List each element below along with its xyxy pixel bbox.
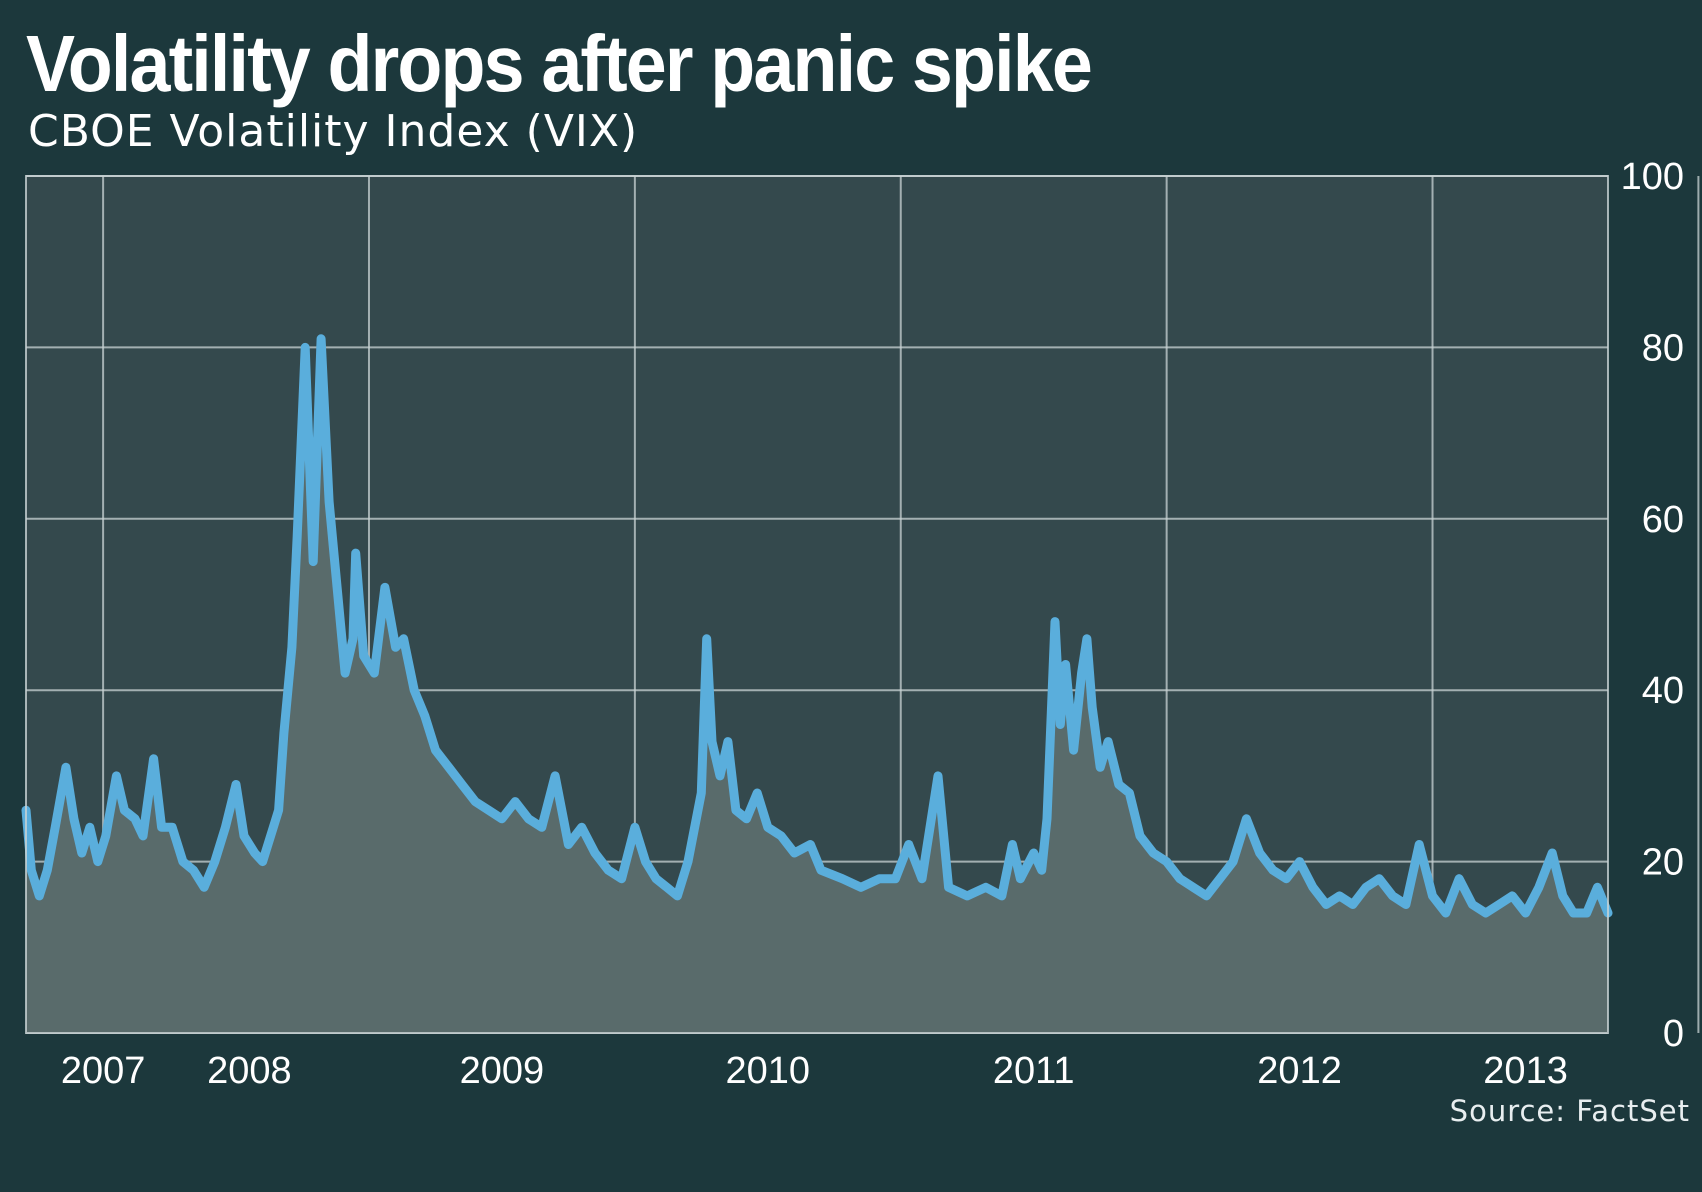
source-note: Source: FactSet <box>1449 1094 1690 1128</box>
y-tick-label-100: 100 <box>1621 156 1684 198</box>
chart-title: Volatility drops after panic spike <box>26 19 1093 108</box>
x-tick-label-2013: 2013 <box>1483 1050 1568 1092</box>
y-tick-label-60: 60 <box>1642 499 1684 541</box>
y-tick-label-80: 80 <box>1642 327 1684 369</box>
x-tick-label-2011: 2011 <box>993 1050 1075 1092</box>
x-tick-label-2009: 2009 <box>460 1050 545 1092</box>
vix-line <box>21 334 1613 918</box>
y-tick-label-40: 40 <box>1642 670 1684 712</box>
x-axis: 2007 2008 2009 2010 2011 2012 2013 <box>61 1050 1568 1092</box>
y-axis: 0 20 40 60 80 100 <box>1621 156 1684 1055</box>
x-tick-label-2010: 2010 <box>726 1050 811 1092</box>
x-tick-label-2012: 2012 <box>1257 1050 1342 1092</box>
chart-subtitle: CBOE Volatility Index (VIX) <box>28 106 639 157</box>
y-tick-label-20: 20 <box>1642 842 1684 884</box>
vix-area <box>26 338 1608 1033</box>
x-tick-label-2007: 2007 <box>61 1050 146 1092</box>
plot-border <box>25 175 1609 1034</box>
x-tick-label-2008: 2008 <box>207 1050 292 1092</box>
y-tick-label-0: 0 <box>1663 1013 1684 1055</box>
